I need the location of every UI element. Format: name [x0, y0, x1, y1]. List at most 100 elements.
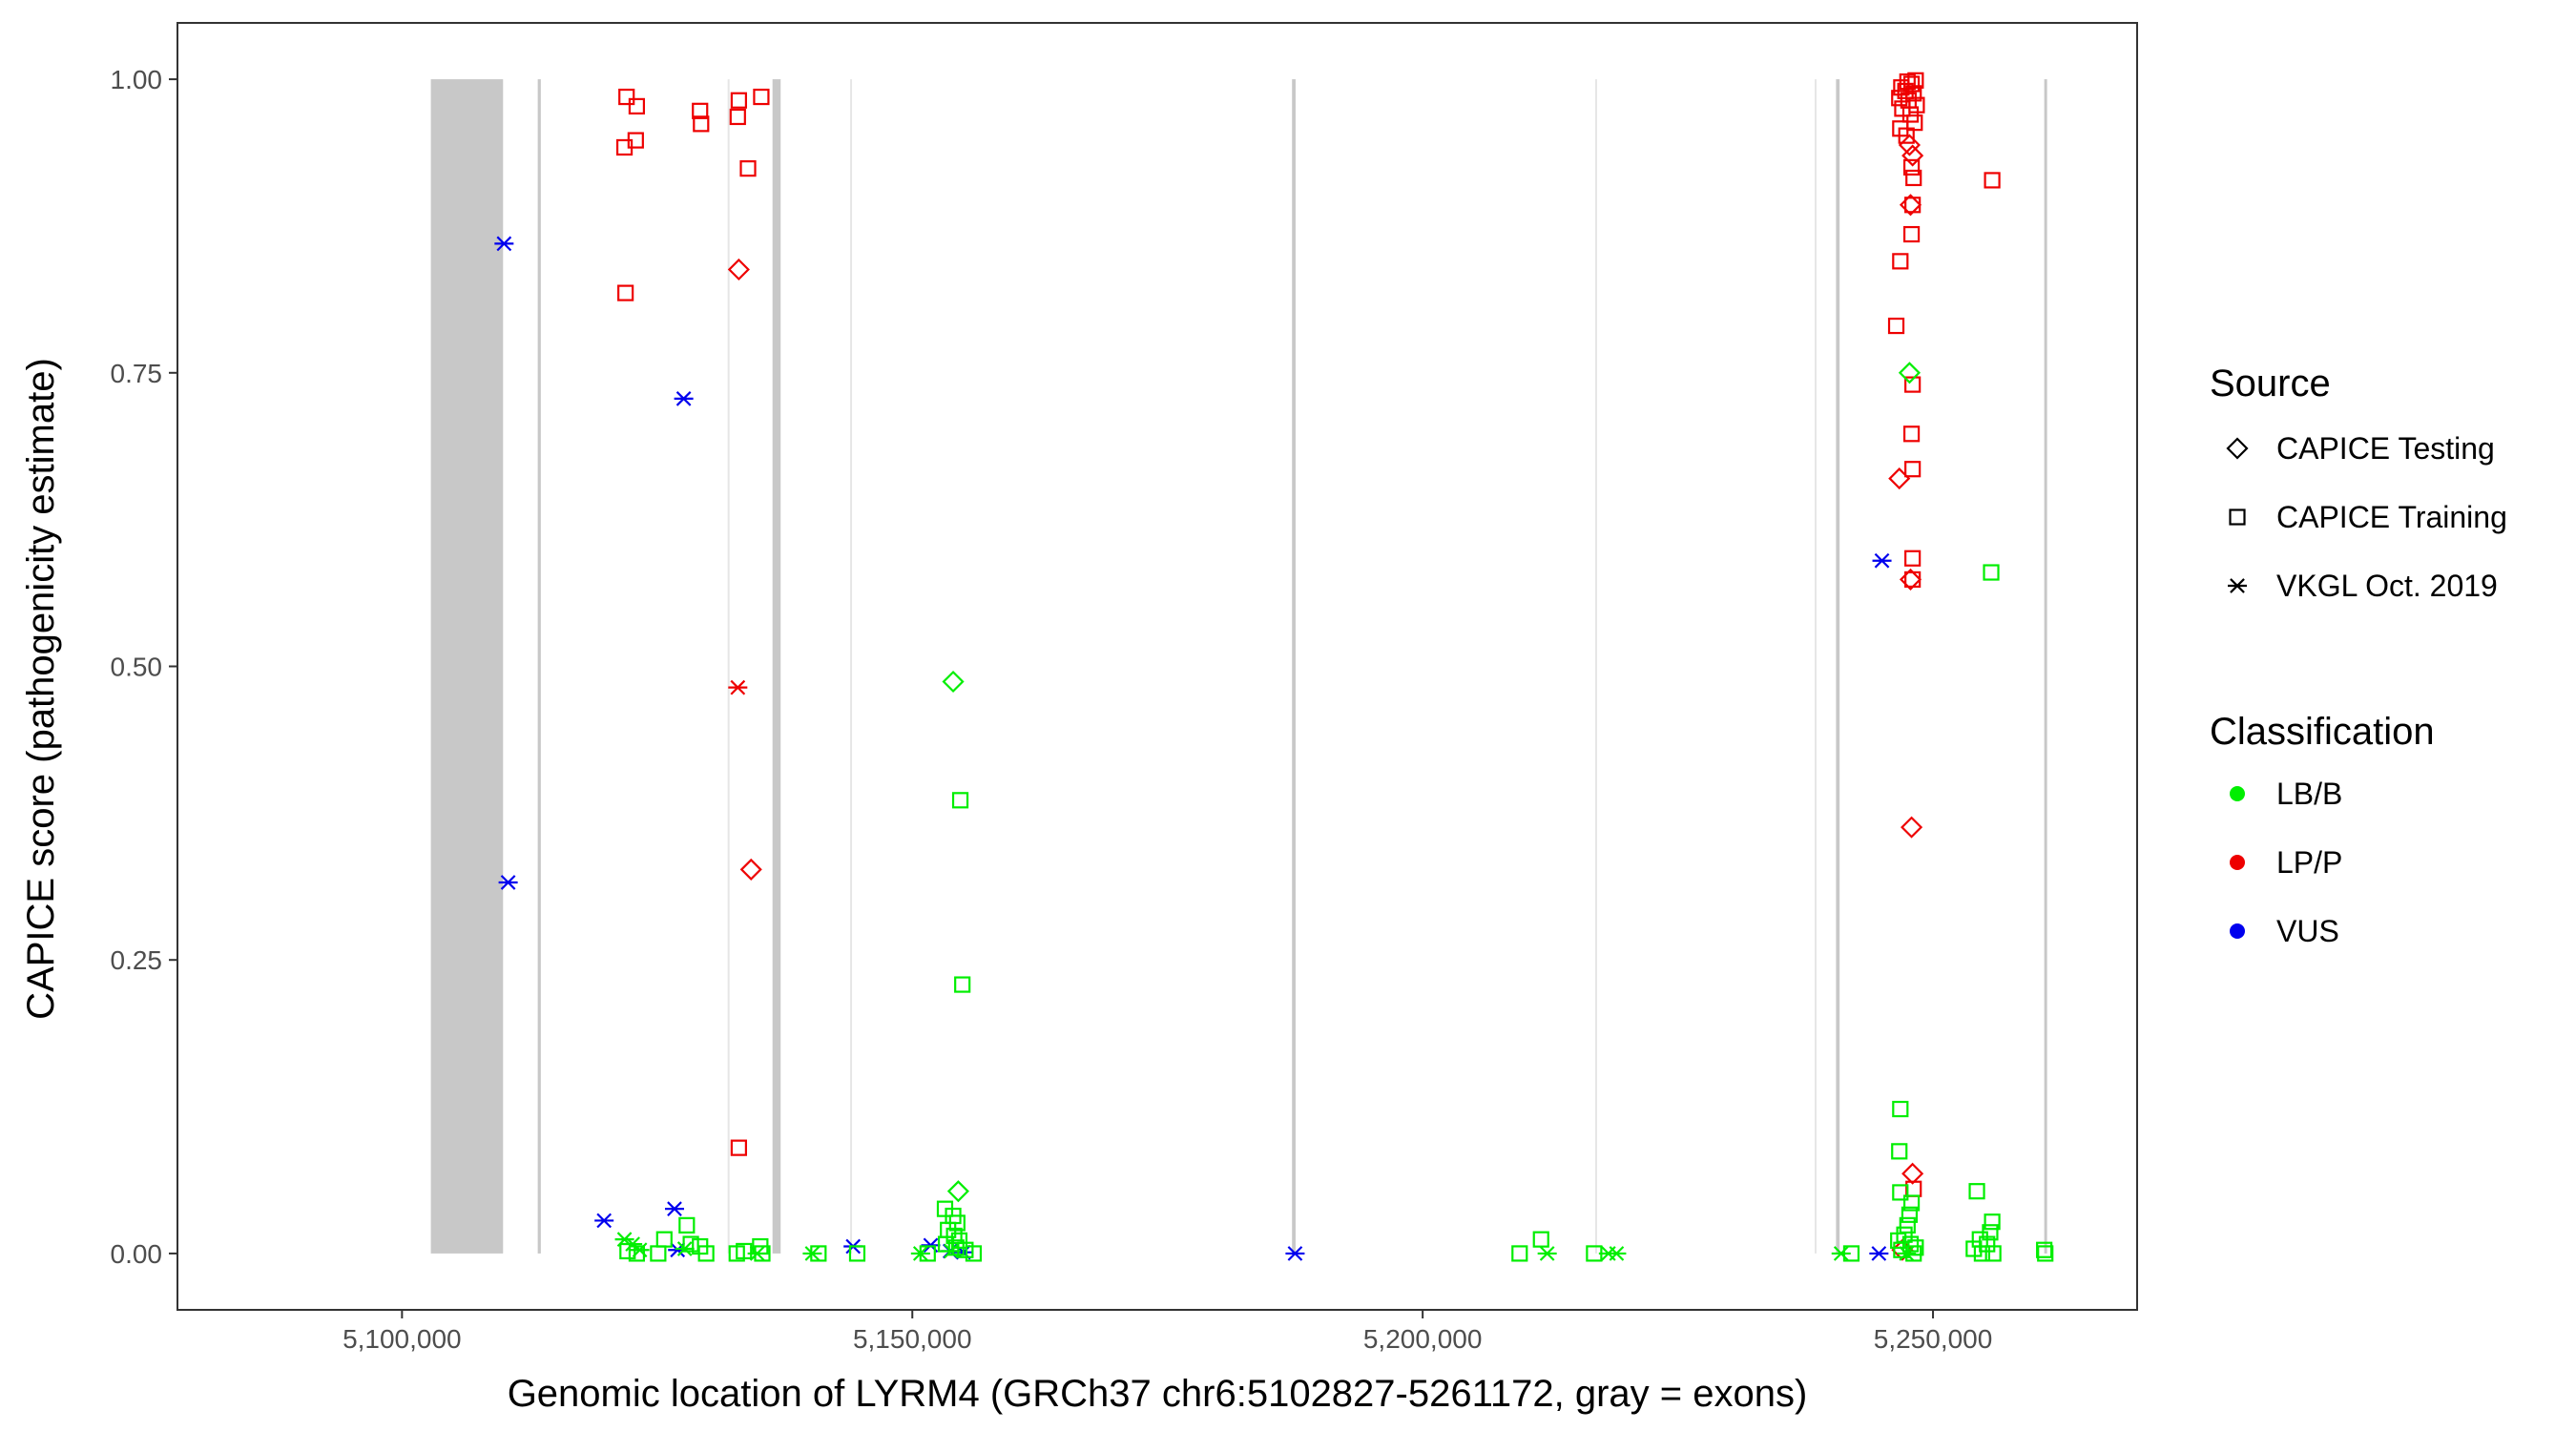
- point-square: [729, 108, 746, 126]
- point-square: [1905, 169, 1922, 187]
- point-square: [1902, 225, 1921, 243]
- point-diamond: [1888, 467, 1911, 490]
- y-tick-label: 0.00: [111, 1239, 163, 1269]
- point-star: [1831, 1246, 1851, 1261]
- point-square: [1904, 550, 1922, 567]
- point-square: [730, 92, 747, 109]
- point-square: [753, 88, 770, 106]
- point-square: [730, 1139, 747, 1156]
- point-star: [494, 236, 514, 252]
- point-square: [1890, 1232, 1907, 1249]
- x-tick-label: 5,200,000: [1363, 1324, 1483, 1354]
- point-star: [594, 1213, 614, 1229]
- point-square: [1898, 127, 1915, 144]
- point-square: [1905, 1245, 1922, 1262]
- legend-source-items: CAPICE Testing CAPICE Training VKGL Oct. 2…: [2226, 431, 2507, 603]
- point-square: [1902, 425, 1921, 443]
- point-square: [615, 138, 634, 156]
- x-axis-title: Genomic location of LYRM4 (GRCh37 chr6:5…: [508, 1373, 1808, 1415]
- point-square: [1892, 1100, 1909, 1118]
- point-square: [954, 976, 971, 993]
- exon-bands: [430, 79, 2047, 1254]
- y-tick-label: 1.00: [111, 65, 163, 94]
- legend-source-title: Source: [2210, 363, 2331, 404]
- point-star: [1285, 1246, 1305, 1261]
- point-square: [692, 102, 709, 119]
- point-square: [1984, 1213, 2001, 1231]
- point-star: [498, 875, 518, 890]
- axes: 0.00 0.25 0.50 0.75 1.00 5,100,000 5,150,000 5,…: [111, 65, 1993, 1354]
- point-square: [1904, 461, 1922, 478]
- point-square: [1904, 197, 1922, 214]
- point-square: [965, 1245, 983, 1262]
- legend-key-dot: [2230, 786, 2245, 801]
- legend-classification-title: Classification: [2210, 711, 2435, 753]
- y-tick-label: 0.75: [111, 359, 163, 388]
- x-tick-label: 5,150,000: [853, 1324, 972, 1354]
- point-square: [1968, 1183, 1985, 1200]
- point-diamond: [1901, 1162, 1924, 1185]
- legend-key-diamond: [2226, 437, 2249, 460]
- point-square: [682, 1235, 699, 1253]
- point-square: [1984, 1245, 2002, 1262]
- point-star: [747, 1246, 767, 1261]
- x-tick-label: 5,100,000: [343, 1324, 462, 1354]
- point-square: [1891, 1143, 1908, 1160]
- legend-key-square: [2229, 508, 2246, 526]
- point-square: [618, 88, 635, 106]
- point-square: [1511, 1245, 1528, 1262]
- legend-source-label: CAPICE Testing: [2276, 431, 2495, 466]
- legend-key-dot: [2230, 923, 2245, 939]
- point-square: [919, 1245, 936, 1262]
- point-diamond: [739, 858, 762, 881]
- exon-band: [2044, 79, 2047, 1254]
- legend-key-star: [2228, 578, 2247, 593]
- point-square: [628, 97, 646, 114]
- legend-classification-label: VUS: [2276, 914, 2339, 948]
- point-star: [941, 1243, 961, 1259]
- y-tick-label: 0.25: [111, 945, 163, 975]
- exon-band: [772, 79, 781, 1254]
- point-star: [664, 1201, 684, 1216]
- point-diamond: [946, 1180, 969, 1203]
- legend-source-label: CAPICE Training: [2276, 500, 2507, 534]
- legend-classification-label: LP/P: [2276, 845, 2342, 880]
- point-square: [1973, 1245, 1990, 1262]
- point-square: [1904, 376, 1922, 393]
- legend-classification-label: LB/B: [2276, 777, 2342, 811]
- point-square: [650, 1245, 667, 1262]
- legend: Source CAPICE Testing CAPICE Training VKGL…: [2210, 363, 2507, 948]
- point-square: [1892, 253, 1909, 270]
- point-square: [1899, 1216, 1916, 1234]
- point-square: [1887, 317, 1905, 335]
- exon-band: [1292, 79, 1296, 1254]
- point-square: [1984, 172, 2001, 189]
- point-star: [1872, 552, 1892, 569]
- point-star: [1869, 1246, 1889, 1261]
- point-diamond: [1898, 362, 1921, 384]
- point-square: [736, 1242, 753, 1260]
- point-square: [617, 284, 634, 301]
- point-square: [848, 1245, 866, 1262]
- point-diamond: [1901, 144, 1924, 167]
- point-diamond: [1899, 568, 1922, 591]
- point-square: [1983, 564, 2000, 581]
- point-square: [1902, 1194, 1921, 1212]
- point-square: [1891, 90, 1908, 107]
- legend-source-label: VKGL Oct. 2019: [2276, 569, 2498, 603]
- point-square: [678, 1216, 696, 1234]
- legend-key-dot: [2230, 855, 2245, 870]
- point-star: [1537, 1246, 1557, 1261]
- point-diamond: [1901, 816, 1923, 839]
- point-square: [2037, 1245, 2054, 1262]
- legend-classification-items: LB/B LP/P VUS: [2230, 777, 2342, 948]
- point-star: [675, 1241, 695, 1256]
- point-square: [1842, 1245, 1860, 1262]
- x-tick-label: 5,250,000: [1874, 1324, 1993, 1354]
- point-star: [728, 679, 748, 695]
- point-square: [619, 1242, 636, 1260]
- data-points: [494, 72, 2054, 1262]
- point-diamond: [1899, 194, 1922, 217]
- y-tick-label: 0.50: [111, 653, 163, 682]
